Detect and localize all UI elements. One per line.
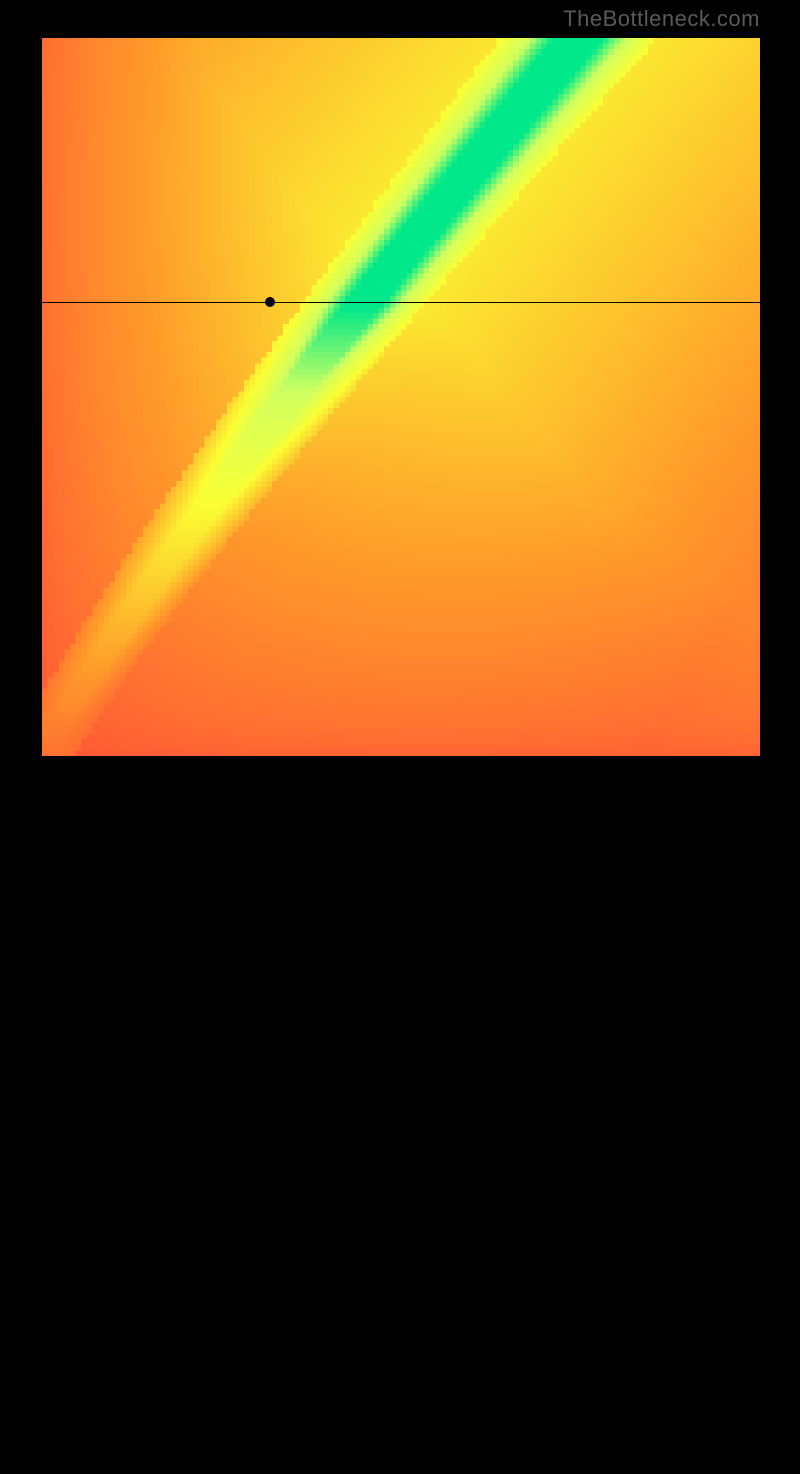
heatmap-canvas xyxy=(42,38,760,756)
crosshair-horizontal xyxy=(42,302,760,303)
crosshair-marker xyxy=(265,297,275,307)
heatmap-plot xyxy=(42,38,760,756)
watermark-text: TheBottleneck.com xyxy=(563,6,760,32)
crosshair-vertical xyxy=(270,756,271,1474)
